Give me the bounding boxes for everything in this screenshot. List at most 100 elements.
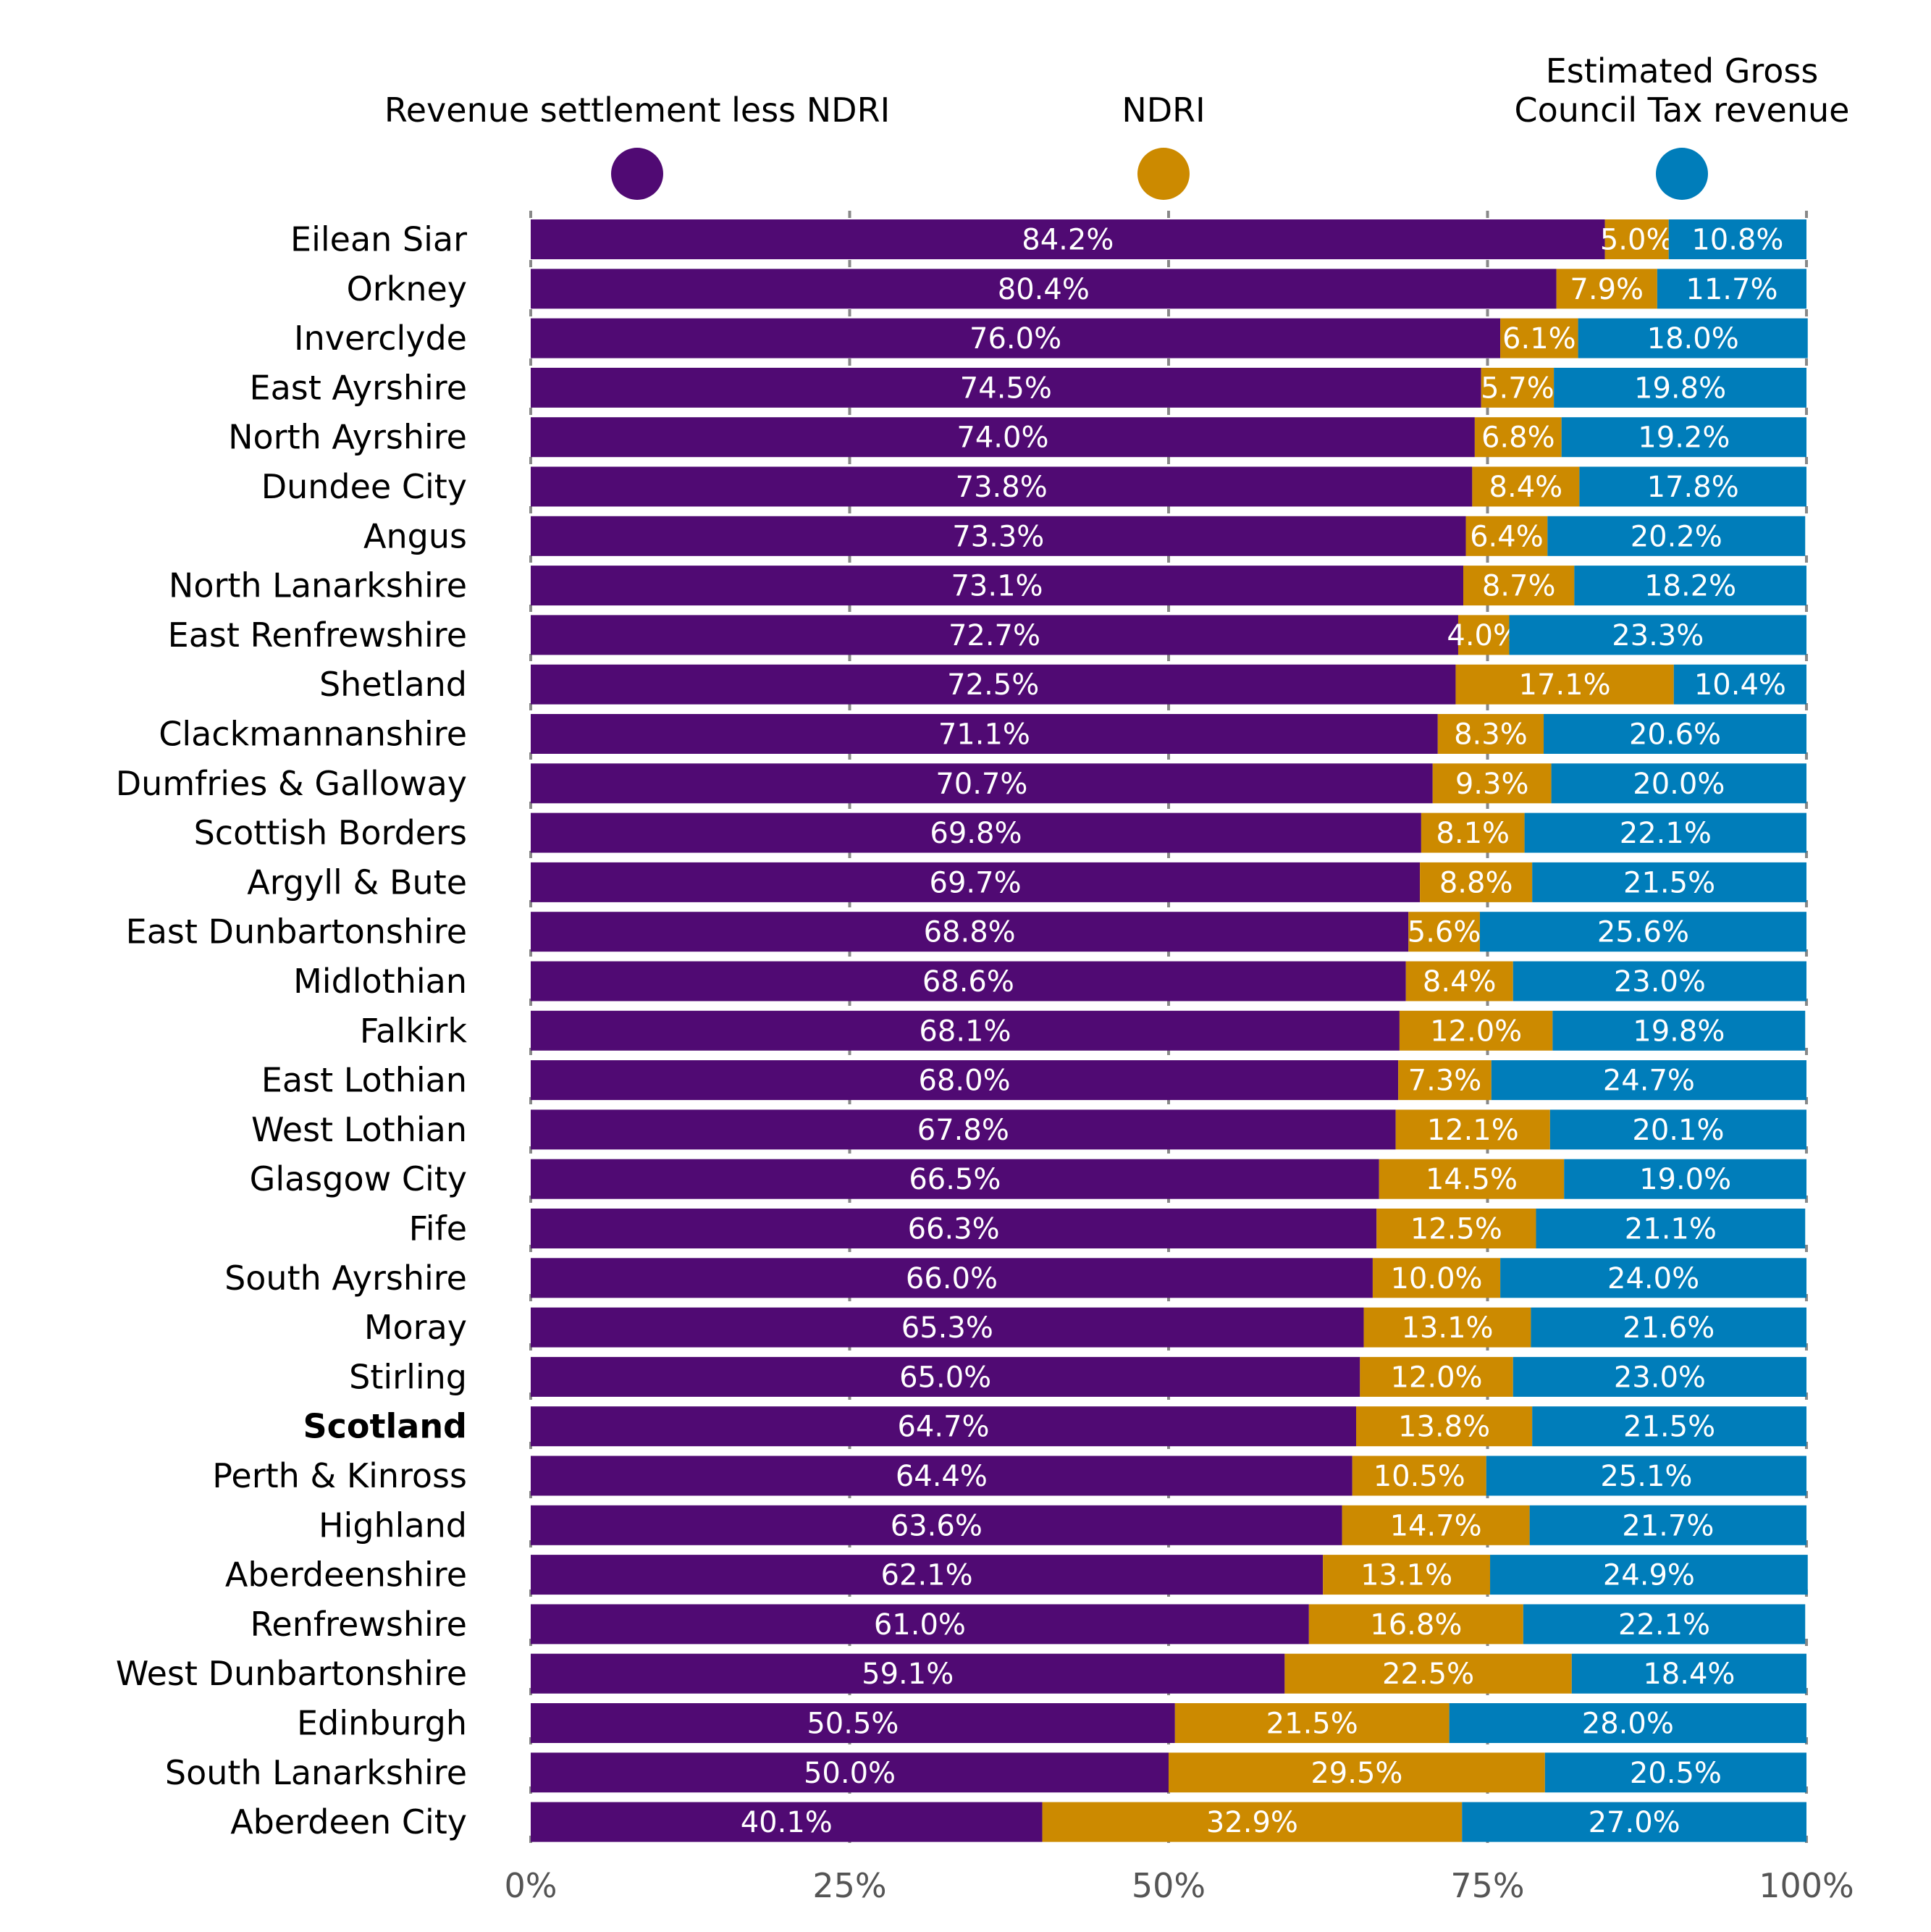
value-label-revenue-settlement-less-ndri-orkney: 80.4% <box>998 273 1090 306</box>
value-label-estimated-gross-council-tax-revenue-stirling: 23.0% <box>1614 1361 1706 1394</box>
value-label-estimated-gross-council-tax-revenue-east-dunbartonshire: 25.6% <box>1597 916 1689 949</box>
value-label-revenue-settlement-less-ndri-east-ayrshire: 74.5% <box>960 371 1052 405</box>
category-label-west-lothian: West Lothian <box>251 1110 467 1149</box>
value-label-estimated-gross-council-tax-revenue-midlothian: 23.0% <box>1614 965 1706 999</box>
value-label-ndri-south-ayrshire: 10.0% <box>1390 1262 1482 1295</box>
bar-row-north-ayrshire: 74.0% 6.8% 19.2% <box>531 417 1806 458</box>
bar-segment-revenue-settlement-less-ndri-argyll-and-bute <box>531 862 1421 902</box>
value-label-ndri-dundee-city: 8.4% <box>1489 471 1563 504</box>
bar-segment-estimated-gross-council-tax-revenue-west-dunbartonshire <box>1571 1653 1806 1694</box>
value-label-estimated-gross-council-tax-revenue-aberdeen-city: 27.0% <box>1589 1806 1680 1839</box>
bar-segment-ndri-highland <box>1342 1505 1530 1545</box>
bar-segment-revenue-settlement-less-ndri-east-renfrewshire <box>531 615 1458 655</box>
value-label-estimated-gross-council-tax-revenue-aberdeenshire: 24.9% <box>1603 1559 1695 1592</box>
value-label-revenue-settlement-less-ndri-clackmannanshire: 71.1% <box>938 718 1030 752</box>
bar-segment-revenue-settlement-less-ndri-angus <box>531 516 1466 556</box>
bars: 84.2% 5.0% 10.8% 80.4% 7.9% 11.7% 76.0% 6.1% 18.… <box>531 219 1808 1842</box>
bar-row-moray: 65.3% 13.1% 21.6% <box>531 1307 1806 1348</box>
bar-segment-estimated-gross-council-tax-revenue-north-lanarkshire <box>1574 566 1806 606</box>
bar-row-scotland: 64.7% 13.8% 21.5% <box>531 1406 1806 1447</box>
value-label-revenue-settlement-less-ndri-argyll-and-bute: 69.7% <box>930 866 1022 899</box>
bar-row-south-lanarkshire: 50.0% 29.5% 20.5% <box>531 1752 1806 1793</box>
x-tick-label-50pct: 50% <box>1132 1866 1206 1905</box>
value-label-ndri-west-lothian: 12.1% <box>1427 1114 1519 1147</box>
category-label-highland: Highland <box>319 1505 467 1545</box>
bar-segment-estimated-gross-council-tax-revenue-east-lothian <box>1491 1060 1806 1101</box>
bar-segment-ndri-perth-and-kinross <box>1352 1456 1486 1496</box>
value-label-ndri-aberdeenshire: 13.1% <box>1360 1559 1452 1592</box>
value-label-revenue-settlement-less-ndri-aberdeen-city: 40.1% <box>741 1806 833 1839</box>
value-label-estimated-gross-council-tax-revenue-north-lanarkshire: 18.2% <box>1644 570 1736 603</box>
bar-segment-ndri-north-ayrshire <box>1474 417 1562 458</box>
value-label-ndri-perth-and-kinross: 10.5% <box>1373 1460 1465 1493</box>
category-label-east-renfrewshire: East Renfrewshire <box>168 616 467 655</box>
bar-row-orkney: 80.4% 7.9% 11.7% <box>531 269 1806 309</box>
bar-segment-estimated-gross-council-tax-revenue-angus <box>1547 516 1806 556</box>
bar-row-south-ayrshire: 66.0% 10.0% 24.0% <box>531 1258 1806 1298</box>
bar-segment-estimated-gross-council-tax-revenue-inverclyde <box>1578 318 1808 358</box>
legend: Revenue settlement less NDRI NDRI Estimate… <box>384 51 1849 200</box>
bar-row-inverclyde: 76.0% 6.1% 18.0% <box>531 318 1808 358</box>
value-label-estimated-gross-council-tax-revenue-scotland: 21.5% <box>1623 1411 1715 1444</box>
value-label-ndri-edinburgh: 21.5% <box>1266 1708 1358 1741</box>
bar-segment-estimated-gross-council-tax-revenue-north-ayrshire <box>1561 417 1806 458</box>
value-label-ndri-shetland: 17.1% <box>1519 668 1611 702</box>
value-label-ndri-clackmannanshire: 8.3% <box>1454 718 1528 752</box>
bar-segment-revenue-settlement-less-ndri-glasgow-city <box>531 1159 1379 1199</box>
value-label-revenue-settlement-less-ndri-north-lanarkshire: 73.1% <box>951 570 1043 603</box>
category-label-shetland: Shetland <box>319 665 467 704</box>
bar-segment-ndri-eilean-siar <box>1604 219 1669 259</box>
value-label-estimated-gross-council-tax-revenue-edinburgh: 28.0% <box>1582 1708 1674 1741</box>
value-label-ndri-fife: 12.5% <box>1410 1213 1502 1246</box>
bar-segment-ndri-scotland <box>1356 1406 1533 1447</box>
bar-segment-revenue-settlement-less-ndri-inverclyde <box>531 318 1501 358</box>
bar-row-fife: 66.3% 12.5% 21.1% <box>531 1209 1806 1248</box>
bar-segment-estimated-gross-council-tax-revenue-perth-and-kinross <box>1486 1456 1806 1496</box>
bar-segment-ndri-aberdeen-city <box>1042 1802 1463 1842</box>
bar-segment-ndri-scottish-borders <box>1421 812 1525 853</box>
value-label-revenue-settlement-less-ndri-dundee-city: 73.8% <box>956 471 1048 504</box>
bar-segment-estimated-gross-council-tax-revenue-highland <box>1529 1505 1806 1545</box>
legend-label-ndri: NDRI <box>1122 91 1205 130</box>
value-label-revenue-settlement-less-ndri-eilean-siar: 84.2% <box>1022 224 1114 257</box>
bar-row-eilean-siar: 84.2% 5.0% 10.8% <box>531 219 1806 259</box>
value-label-estimated-gross-council-tax-revenue-perth-and-kinross: 25.1% <box>1600 1460 1692 1493</box>
bar-segment-ndri-falkirk <box>1399 1010 1553 1051</box>
bar-segment-estimated-gross-council-tax-revenue-scotland <box>1532 1406 1806 1447</box>
bar-segment-estimated-gross-council-tax-revenue-aberdeenshire <box>1490 1555 1808 1595</box>
bar-row-aberdeenshire: 62.1% 13.1% 24.9% <box>531 1555 1808 1595</box>
bar-segment-estimated-gross-council-tax-revenue-argyll-and-bute <box>1532 862 1806 902</box>
bar-segment-revenue-settlement-less-ndri-orkney <box>531 269 1557 309</box>
bar-segment-ndri-inverclyde <box>1500 318 1578 358</box>
value-label-revenue-settlement-less-ndri-aberdeenshire: 62.1% <box>881 1559 973 1592</box>
category-label-scotland: Scotland <box>303 1407 467 1446</box>
bar-segment-ndri-midlothian <box>1405 961 1513 1001</box>
x-tick-label-0pct: 0% <box>505 1866 558 1905</box>
legend-marker-revenue-settlement-less-ndri <box>611 148 663 200</box>
bar-segment-revenue-settlement-less-ndri-stirling <box>531 1356 1360 1397</box>
bar-segment-revenue-settlement-less-ndri-south-ayrshire <box>531 1258 1373 1298</box>
x-tick-label-75pct: 75% <box>1450 1866 1524 1905</box>
value-label-estimated-gross-council-tax-revenue-south-lanarkshire: 20.5% <box>1630 1757 1722 1790</box>
bar-row-east-lothian: 68.0% 7.3% 24.7% <box>531 1060 1806 1101</box>
bar-row-clackmannanshire: 71.1% 8.3% 20.6% <box>531 714 1806 754</box>
value-label-revenue-settlement-less-ndri-east-dunbartonshire: 68.8% <box>924 916 1016 949</box>
bar-segment-ndri-west-dunbartonshire <box>1284 1653 1572 1694</box>
value-label-revenue-settlement-less-ndri-falkirk: 68.1% <box>919 1015 1011 1048</box>
bar-segment-estimated-gross-council-tax-revenue-clackmannanshire <box>1544 714 1806 754</box>
bar-segment-revenue-settlement-less-ndri-east-lothian <box>531 1060 1399 1101</box>
bar-segment-revenue-settlement-less-ndri-scotland <box>531 1406 1357 1447</box>
value-label-ndri-inverclyde: 6.1% <box>1502 322 1576 356</box>
bar-row-stirling: 65.0% 12.0% 23.0% <box>531 1356 1806 1397</box>
category-label-aberdeen-city: Aberdeen City <box>230 1802 467 1841</box>
category-label-east-dunbartonshire: East Dunbartonshire <box>126 912 467 952</box>
category-label-inverclyde: Inverclyde <box>294 319 467 358</box>
bar-segment-estimated-gross-council-tax-revenue-orkney <box>1657 269 1806 309</box>
legend-marker-ndri <box>1137 148 1190 200</box>
bar-segment-estimated-gross-council-tax-revenue-edinburgh <box>1449 1703 1806 1743</box>
category-label-dumfries-and-galloway: Dumfries & Galloway <box>116 764 467 803</box>
value-label-estimated-gross-council-tax-revenue-moray: 21.6% <box>1623 1311 1715 1345</box>
bar-segment-revenue-settlement-less-ndri-west-lothian <box>531 1109 1396 1150</box>
bar-segment-revenue-settlement-less-ndri-eilean-siar <box>531 219 1605 259</box>
bar-segment-ndri-argyll-and-bute <box>1420 862 1533 902</box>
